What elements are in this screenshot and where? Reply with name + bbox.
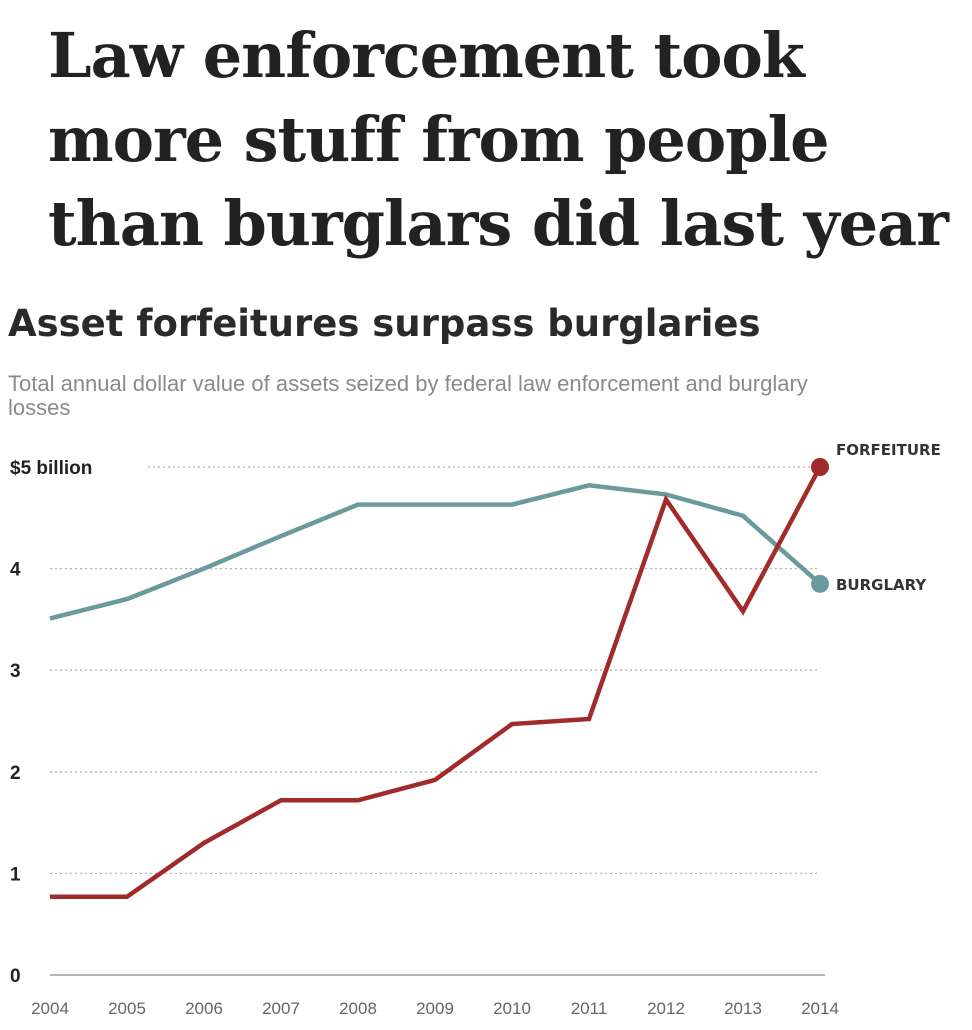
x-tick-label: 2005 <box>108 999 146 1018</box>
headline: Law enforcement took more stuff from peo… <box>48 19 949 260</box>
series-line-burglary <box>49 483 822 621</box>
y-tick-label: 1 <box>10 864 21 885</box>
series-label-forfeiture: FORFEITURE <box>836 441 941 459</box>
x-tick-label: 2006 <box>185 999 223 1018</box>
x-tick-label: 2008 <box>339 999 377 1018</box>
y-tick-label: 0 <box>10 966 21 987</box>
chart-title: Asset forfeitures surpass burglaries <box>8 302 761 345</box>
chart-subtitle: Total annual dollar value of assets seiz… <box>8 371 808 420</box>
x-tick-label: 2007 <box>262 999 300 1018</box>
series-label-burglary: BURGLARY <box>836 576 927 594</box>
series-line-forfeiture <box>50 465 822 900</box>
x-tick-label: 2004 <box>31 999 69 1018</box>
x-tick-label: 2010 <box>493 999 531 1018</box>
x-tick-label: 2009 <box>416 999 454 1018</box>
x-tick-label: 2011 <box>571 999 608 1018</box>
series-layer: BURGLARY FORFEITURE <box>49 441 941 900</box>
y-tick-label: 4 <box>10 560 21 581</box>
series-end-point-burglary <box>811 574 829 593</box>
y-tick-label: 3 <box>10 661 21 682</box>
axis-layer: 0 1 2 3 4 $5 billion 2004 2005 2006 2007 2008 2009 2… <box>10 458 839 1018</box>
y-tick-label: $5 billion <box>10 458 92 479</box>
series-end-point-forfeiture <box>811 458 829 476</box>
x-tick-label: 2014 <box>801 999 839 1018</box>
x-tick-label: 2012 <box>647 999 685 1018</box>
y-tick-label: 2 <box>10 763 21 784</box>
x-tick-label: 2013 <box>724 999 762 1018</box>
grid-layer <box>50 466 825 976</box>
